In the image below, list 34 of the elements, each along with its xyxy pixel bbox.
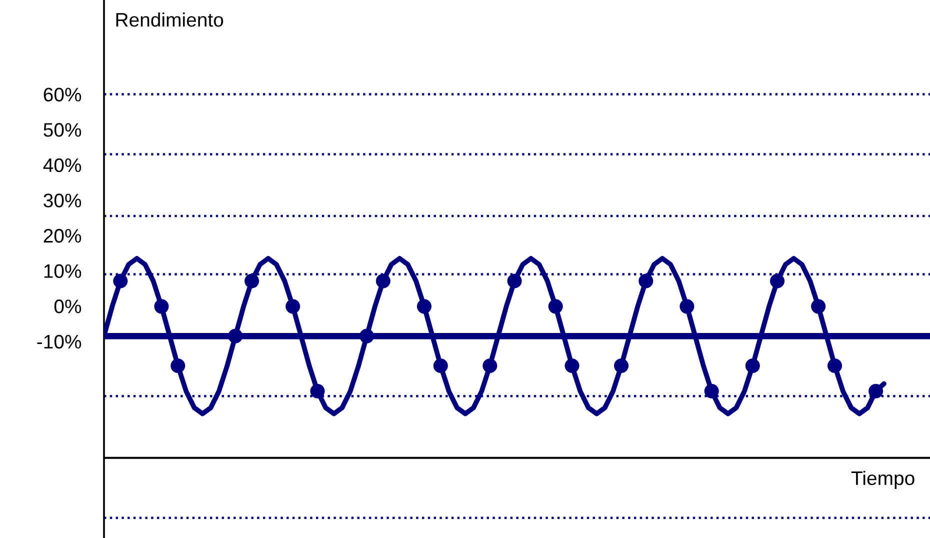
- x-axis-title: Tiempo: [851, 470, 914, 489]
- point: [745, 358, 760, 374]
- point: [416, 299, 432, 314]
- point: [564, 358, 580, 374]
- point: [113, 274, 128, 288]
- y-tick-label: 40%: [43, 158, 82, 172]
- y-tick-label: 60%: [44, 88, 82, 102]
- point: [376, 274, 390, 288]
- point: [310, 384, 325, 398]
- y-axis-title: Rendimiento: [116, 12, 224, 27]
- y-tick-label: 10%: [44, 264, 82, 278]
- point: [170, 358, 186, 374]
- point: [680, 299, 694, 314]
- y-tick-label: -10%: [37, 334, 82, 349]
- point: [433, 358, 448, 374]
- point: [548, 299, 563, 314]
- y-tick-label: 0%: [54, 300, 82, 314]
- point: [827, 358, 842, 374]
- point: [770, 274, 785, 288]
- point: [638, 274, 654, 288]
- point: [154, 299, 169, 314]
- point: [507, 274, 522, 288]
- point: [704, 384, 719, 398]
- point: [614, 358, 629, 374]
- y-tick-label: 50%: [44, 123, 82, 137]
- point: [811, 299, 826, 314]
- point: [244, 274, 260, 288]
- point: [868, 384, 884, 398]
- point: [228, 328, 243, 344]
- point: [482, 358, 498, 374]
- point: [286, 299, 300, 314]
- point: [359, 328, 374, 344]
- y-tick-label: 20%: [44, 228, 82, 243]
- y-tick-label: 30%: [44, 194, 82, 208]
